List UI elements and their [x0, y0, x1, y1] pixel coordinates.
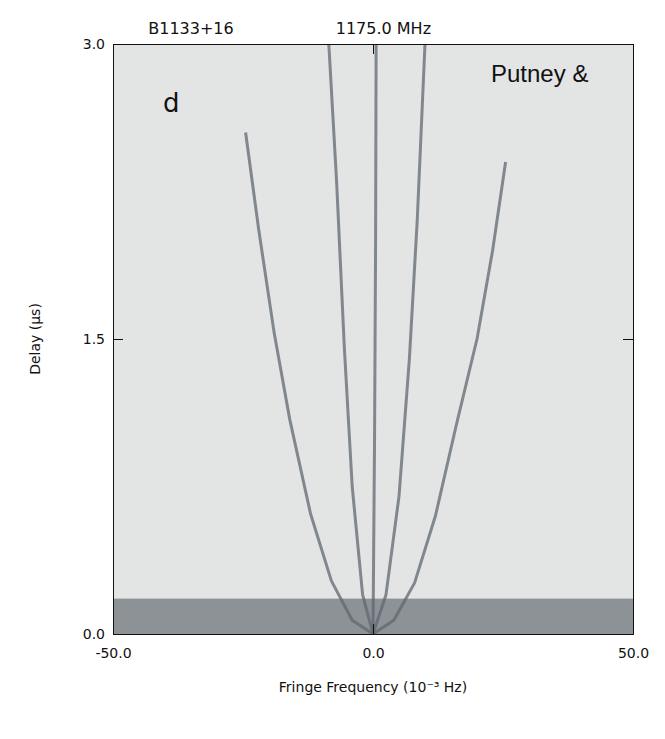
subtitle: 1175.0 MHz: [336, 19, 431, 38]
tick: [623, 634, 633, 635]
tick: [623, 339, 633, 340]
annotation: Putney &: [491, 60, 588, 87]
x-axis: -50.0 0.0 50.0: [95, 624, 649, 661]
x-axis-top: [114, 44, 634, 54]
y-axis-right: [623, 45, 634, 635]
tick-label: 3.0: [83, 36, 105, 52]
tick-mark: [113, 339, 123, 340]
tick: [623, 44, 633, 45]
y-axis-title: Delay (μs): [27, 303, 43, 375]
tick-mark: [623, 339, 633, 340]
tick-mark: [373, 624, 374, 634]
tick-mark: [113, 634, 123, 635]
tick-label: -50.0: [95, 645, 131, 661]
y-axis-line: [114, 45, 124, 635]
panel-letter: d: [163, 88, 180, 118]
chart: -50.0 0.0 50.0 0.0 1.5 3.0 B1133+16 1175.0 MHz P…: [0, 0, 665, 739]
tick: [373, 44, 374, 54]
tick: 0.0: [362, 624, 384, 661]
tick-mark: [623, 634, 633, 635]
arc: [246, 133, 373, 635]
x-axis-top-line: [114, 45, 634, 55]
tick-label: 50.0: [618, 645, 649, 661]
tick-label: 1.5: [83, 331, 105, 347]
arc: [373, 44, 376, 634]
tick-label: 0.0: [83, 626, 105, 642]
arc: [373, 162, 506, 634]
arc: [329, 44, 373, 634]
tick-mark: [113, 44, 123, 45]
tick: 1.5: [83, 331, 123, 347]
tick-mark: [623, 44, 633, 45]
tick-label: 0.0: [362, 645, 384, 661]
tick-mark: [373, 44, 374, 54]
tick: 0.0: [83, 626, 123, 642]
y-axis-right-line: [623, 45, 634, 635]
plot-background: [113, 44, 633, 634]
plot-area: [113, 44, 633, 634]
y-axis: 0.0 1.5 3.0: [83, 36, 123, 642]
x-axis-line: [114, 624, 634, 635]
tick: 3.0: [83, 36, 123, 52]
x-axis-title: Fringe Frequency (10⁻³ Hz): [279, 679, 467, 695]
arc: [373, 44, 425, 634]
title: B1133+16: [148, 19, 233, 38]
